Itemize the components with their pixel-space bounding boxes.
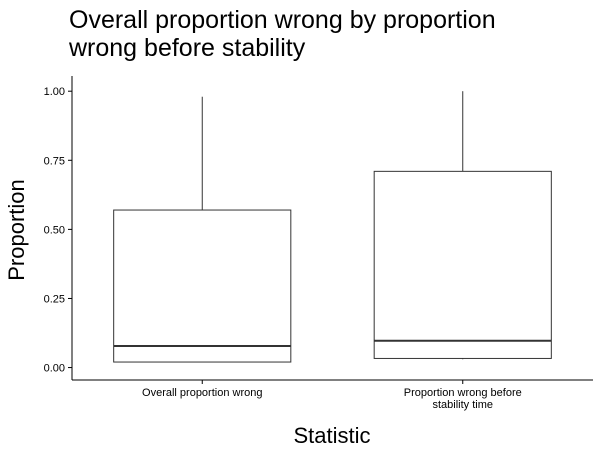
x-tick-label-1-0: Proportion wrong before [404, 387, 522, 399]
chart-title-line-2: wrong before stability [68, 34, 306, 62]
chart-title-line-1: Overall proportion wrong by proportion [69, 6, 496, 34]
y-tick-label-2: 0.50 [44, 224, 65, 236]
x-tick-label-0-0: Overall proportion wrong [142, 387, 262, 399]
box-1-body [373, 170, 552, 359]
x-axis-title: Statistic [293, 423, 370, 448]
x-tick-label-1-1: stability time [432, 399, 493, 411]
y-tick-label-4: 1.00 [44, 86, 65, 98]
box-0 [113, 96, 292, 363]
plot-area [113, 91, 552, 363]
y-tick-label-0: 0.00 [44, 363, 65, 375]
box-0-body [113, 209, 292, 363]
y-tick-label-3: 0.75 [44, 155, 65, 167]
y-axis: 0.00 0.25 0.50 0.75 1.00 [44, 76, 73, 380]
y-axis-title: Proportion [4, 179, 29, 281]
y-tick-label-1: 0.25 [44, 293, 65, 305]
box-1 [373, 91, 552, 360]
x-axis: Overall proportion wrong Proportion wrong… [72, 379, 593, 411]
